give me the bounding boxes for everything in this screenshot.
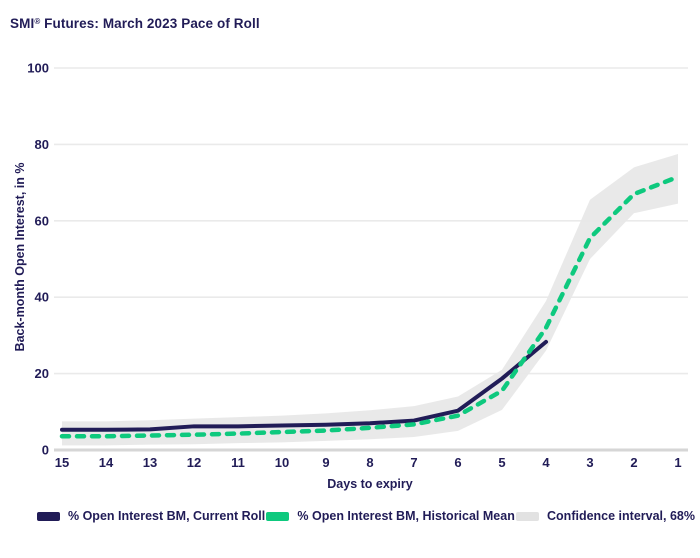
y-tick-label: 100 (27, 61, 49, 76)
legend-item-historical-mean: % Open Interest BM, Historical Mean (266, 509, 515, 523)
y-tick-label: 20 (35, 366, 49, 381)
x-tick-label: 11 (231, 455, 245, 470)
x-axis-title: Days to expiry (327, 477, 413, 491)
y-tick-label: 40 (35, 290, 49, 305)
x-tick-label: 14 (99, 455, 114, 470)
x-tick-label: 7 (410, 455, 417, 470)
x-tick-label: 8 (366, 455, 373, 470)
y-axis-title: Back-month Open Interest, in % (13, 162, 27, 352)
legend-item-current-roll: % Open Interest BM, Current Roll (37, 509, 265, 523)
x-tick-label: 12 (187, 455, 201, 470)
x-tick-label: 15 (55, 455, 69, 470)
title-brand: SMI (10, 16, 35, 31)
x-tick-label: 13 (143, 455, 157, 470)
y-tick-label: 0 (42, 443, 49, 458)
registered-trademark-icon: ® (34, 17, 41, 26)
x-tick-label: 4 (542, 455, 550, 470)
title-text: Futures: March 2023 Pace of Roll (40, 16, 260, 31)
x-tick-label: 2 (630, 455, 637, 470)
x-tick-label: 5 (498, 455, 505, 470)
x-tick-label: 6 (454, 455, 461, 470)
x-tick-label: 10 (275, 455, 289, 470)
legend-label-current-roll: % Open Interest BM, Current Roll (68, 509, 266, 523)
legend-swatch-confidence-interval (516, 511, 540, 521)
y-tick-label: 80 (35, 137, 49, 152)
legend-swatch-current-roll (37, 511, 60, 521)
x-tick-label: 9 (322, 455, 329, 470)
x-tick-label: 1 (674, 455, 681, 470)
chart-title: SMI® Futures: March 2023 Pace of Roll (10, 16, 260, 31)
legend: % Open Interest BM, Current Roll % Open … (0, 509, 700, 523)
series-line-current-roll (60, 339, 548, 432)
series-line-historical-mean (59, 174, 681, 439)
legend-item-confidence-interval: Confidence interval, 68% (516, 509, 695, 523)
legend-swatch-historical-mean (266, 511, 290, 521)
legend-label-historical-mean: % Open Interest BM, Historical Mean (297, 509, 515, 523)
y-tick-label: 60 (35, 213, 49, 228)
confidence-band (62, 153, 678, 446)
x-tick-label: 3 (586, 455, 593, 470)
legend-label-confidence-interval: Confidence interval, 68% (547, 509, 695, 523)
